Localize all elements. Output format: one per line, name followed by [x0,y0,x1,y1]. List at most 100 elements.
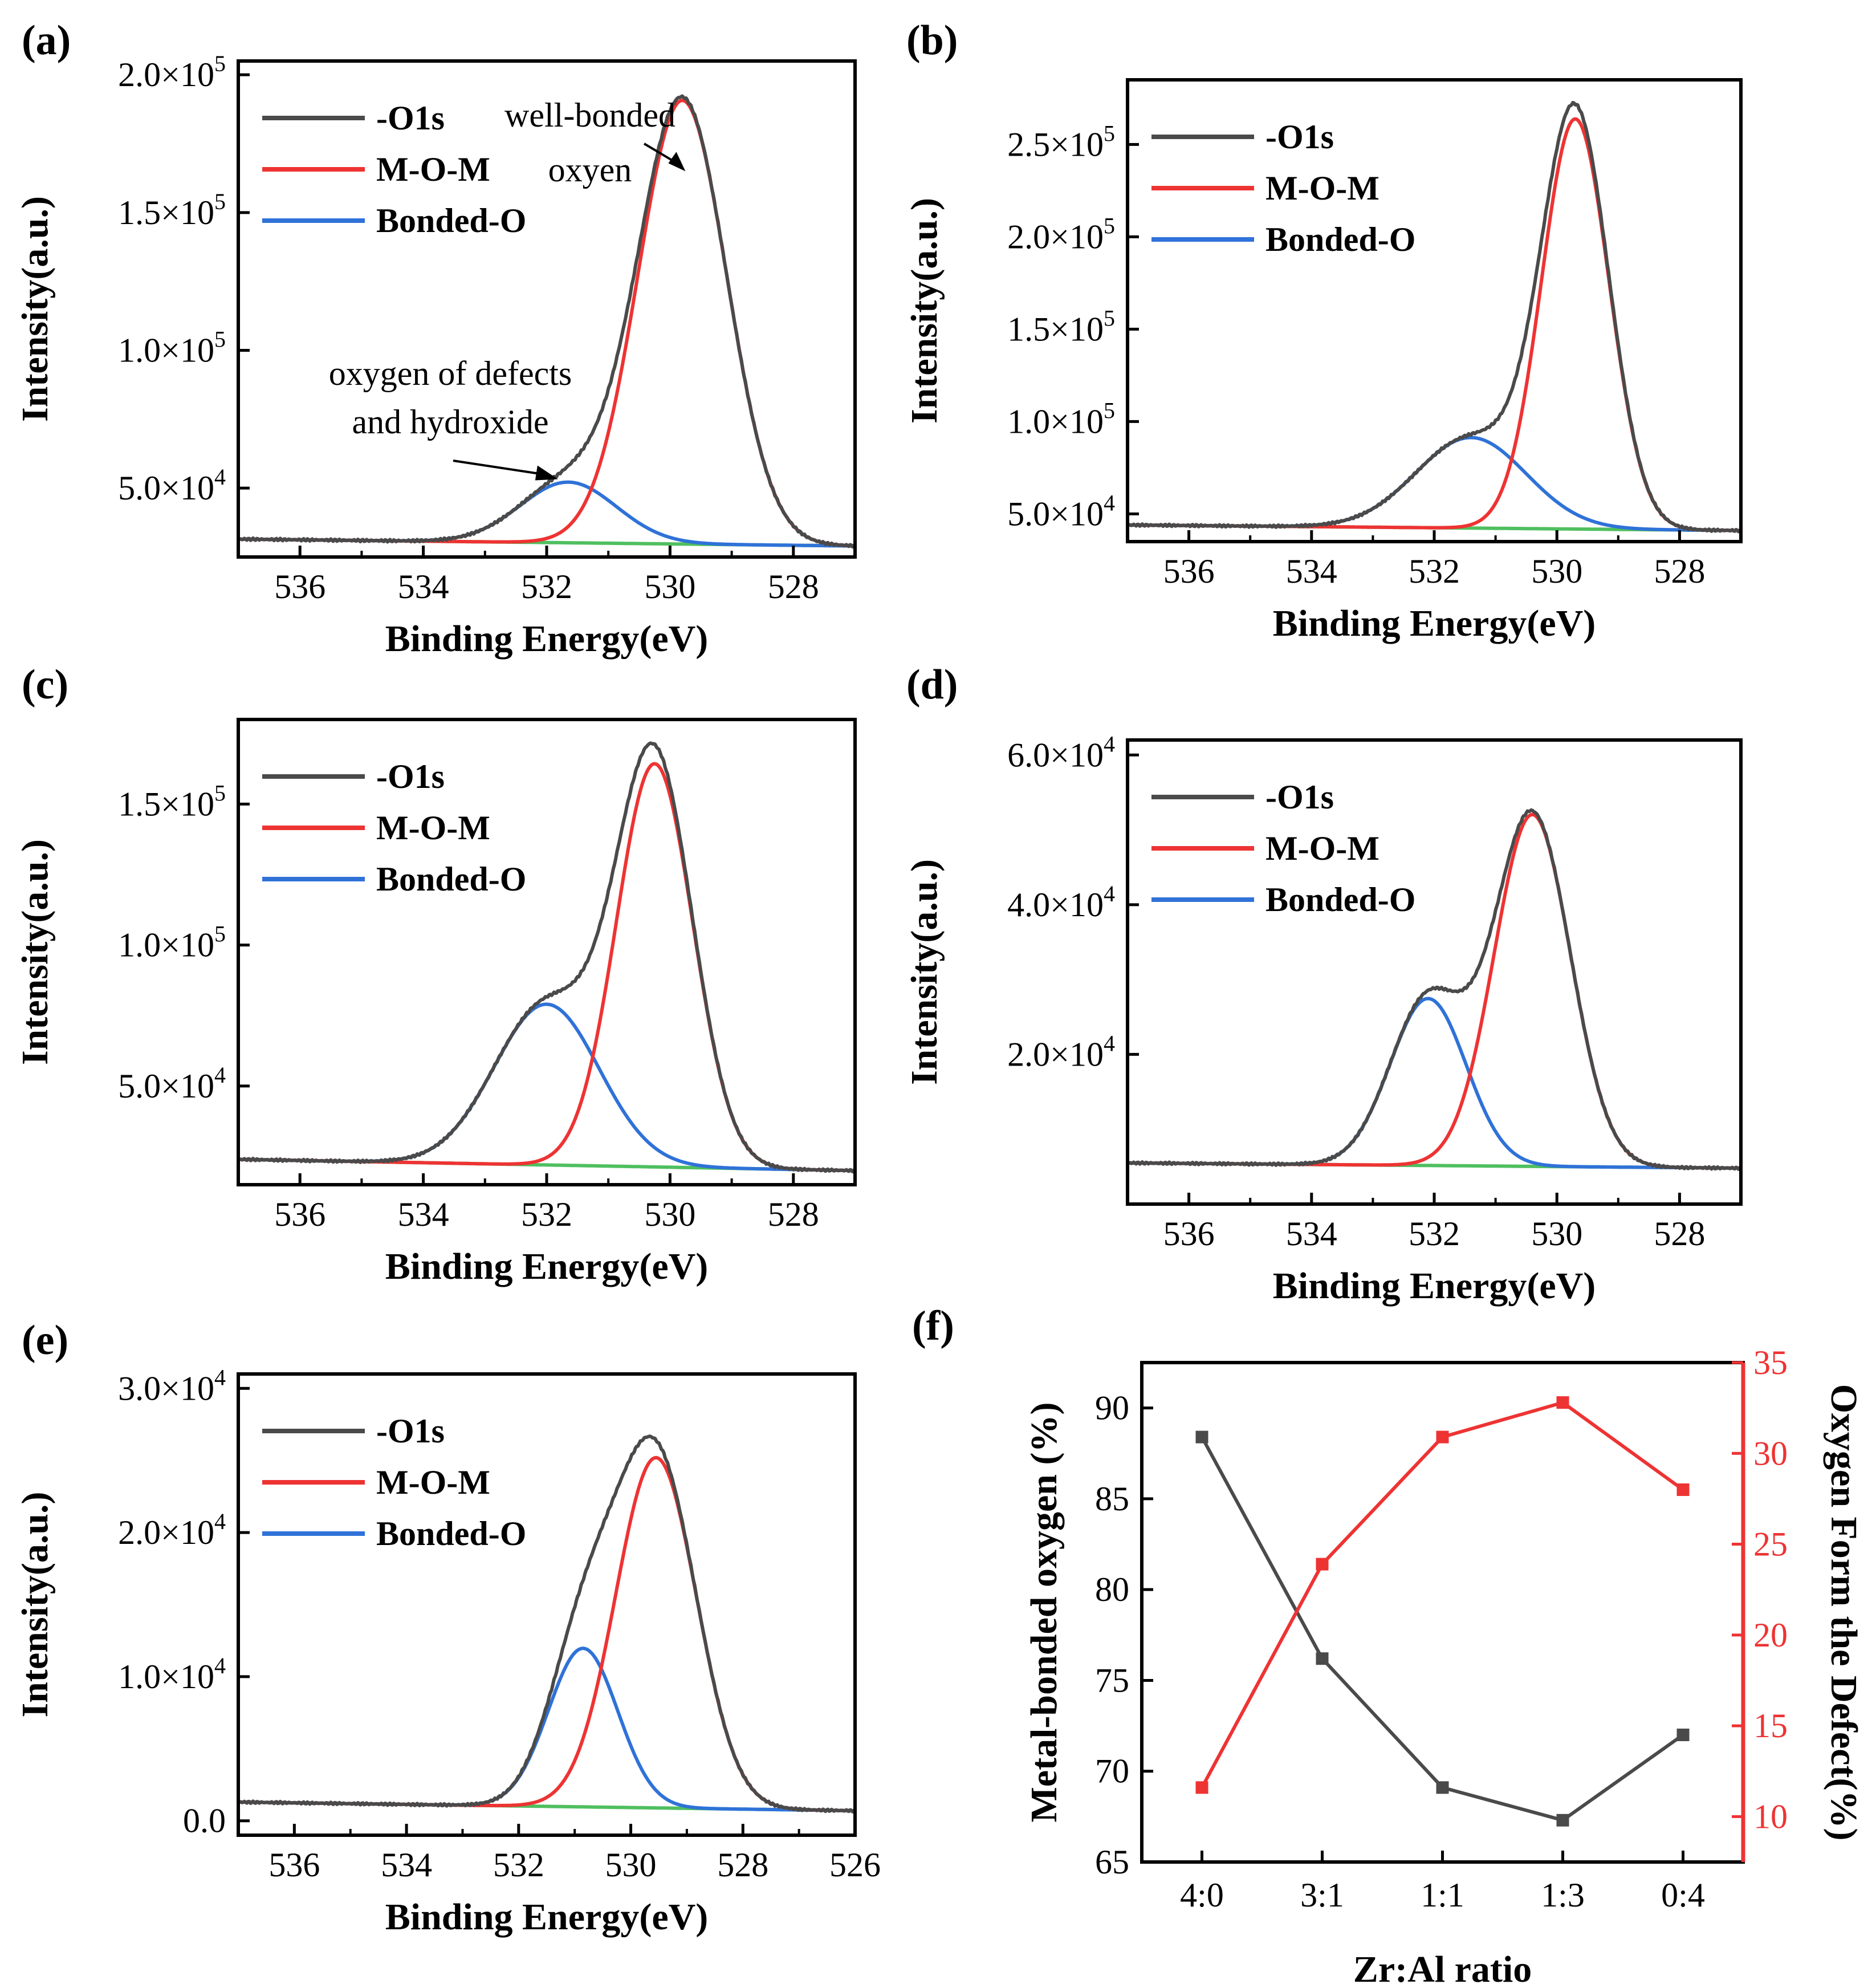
y-tick-mantissa: 6.0 [1007,736,1050,774]
y-tick-label: 5.0×104 [118,464,226,507]
y-tick-exponent: 4 [1104,1030,1115,1056]
y-tick-mantissa: 5.0 [1007,495,1050,532]
y-tick-times: ×10 [161,926,214,964]
y-tick-label: 2.0×104 [118,1509,226,1551]
x-tick-label: 532 [521,1196,572,1233]
defect-oxygen-point [1316,1558,1329,1571]
panel-label: (c) [22,661,68,708]
plot-frame [237,718,857,1186]
metal-bonded-point [1436,1781,1449,1794]
y-tick-exponent: 4 [1104,881,1115,906]
panel-e: (e)536 534 532 530 528 5260.01.0×1042.0×1043.… [14,1317,881,1938]
y-tick-label: 85 [1095,1480,1129,1518]
y-tick-mantissa: 3.0 [118,1369,161,1407]
y-tick-exponent: 5 [1104,397,1115,423]
y-tick-exponent: 5 [1104,305,1115,331]
y-tick-times: ×10 [161,469,214,507]
x-axis-label: Binding Energy(eV) [385,1896,709,1938]
legend-m-o-m-label: M-O-M [376,1463,490,1501]
x-tick-label: 528 [717,1846,768,1884]
y-tick-exponent: 4 [214,1062,226,1088]
bonded-o-curve [237,480,857,548]
y-tick-times: ×10 [1050,310,1104,348]
y-tick-exponent: 5 [214,921,226,947]
defect-oxygen-point [1676,1483,1690,1496]
bonded-o-curve [237,1002,857,1173]
panel-label: (d) [906,661,958,708]
x-axis-label: Zr:Al ratio [1353,1949,1532,1988]
x-tick-label: 1:1 [1421,1876,1464,1914]
y-tick-exponent: 5 [1104,213,1115,238]
y-tick-exponent: 5 [214,780,226,806]
legend-m-o-m-label: M-O-M [376,809,490,847]
y-tick-mantissa: 2.0 [118,56,161,93]
annotation-hydroxide: and hydroxide [352,403,549,441]
y-tick-times: ×10 [161,56,214,93]
x-tick-label: 530 [644,568,695,605]
annotation-arrowhead [535,465,558,481]
y-tick-times: ×10 [161,332,214,369]
panel-c: (c)536 534 532 530 5285.0×1041.0×1051.5×105B… [14,661,857,1287]
panel-label: (a) [22,17,71,64]
y-tick-times: ×10 [1050,1035,1104,1073]
legend-m-o-m-label: M-O-M [376,151,490,188]
y-tick-exponent: 4 [214,1653,226,1678]
y-tick-mantissa: 1.0 [1007,403,1050,440]
y-tick-label: 1.0×105 [1007,397,1115,440]
y-axis-label: Intensity(a.u.) [14,1491,56,1717]
plot-frame [1126,738,1743,1206]
x-tick-label: 534 [1286,1215,1337,1253]
y-tick-label: 70 [1095,1753,1129,1790]
y-tick-times: ×10 [161,1369,214,1407]
annotation-arrowhead [668,152,686,172]
y-tick-exponent: 4 [1104,731,1115,757]
panel-f: (f) 4:0 3:1 1:1 1:3 0:4 65 70 75 80 85 90 10 15 20 25 30… [912,1303,1865,1988]
x-tick-label: 530 [644,1196,695,1233]
annotation-oxyen: oxyen [548,151,632,189]
x-tick-label: 530 [605,1846,657,1884]
y-tick-label: 65 [1095,1843,1129,1881]
y-tick-times: ×10 [161,1658,214,1696]
y-tick-times: ×10 [1050,736,1104,774]
x-tick-label: 528 [768,1196,819,1233]
x-tick-label: 534 [398,1196,449,1233]
x-tick-label: 532 [493,1846,544,1884]
y-tick-mantissa: 1.5 [118,194,161,231]
legend-o1s-label: -O1s [376,1412,445,1450]
o1s-curve [237,741,857,1174]
y-tick-times: ×10 [1050,495,1104,532]
panel-b: (b)536 534 532 530 5285.0×1041.0×1051.5×1052… [904,17,1743,644]
plot-frame [1126,78,1743,543]
y-tick-label: 1.0×105 [118,327,226,369]
right-y-tick-label: 25 [1753,1526,1788,1563]
right-y-tick-label: 20 [1753,1616,1788,1654]
x-tick-label: 536 [274,568,325,605]
y-tick-times: ×10 [161,785,214,823]
defect-oxygen-point [1436,1430,1449,1444]
o1s-curve [1126,808,1743,1171]
y-tick-mantissa: 2.5 [1007,125,1050,163]
y-tick-mantissa: 2.0 [1007,1035,1050,1073]
y-tick-label: 5.0×104 [1007,490,1115,532]
panel-a: (a)536 534 532 530 5285.0×1041.0×1051.5×1052… [14,17,857,660]
m-o-m-curve [1126,812,1743,1170]
y-tick-exponent: 4 [214,1509,226,1534]
metal-bonded-point [1195,1430,1208,1444]
x-tick-label: 534 [1286,552,1337,590]
y-tick-mantissa: 1.5 [1007,310,1050,348]
y-tick-label: 1.5×105 [118,189,226,231]
y-tick-label: 1.5×105 [1007,305,1115,348]
y-tick-label: 6.0×104 [1007,731,1115,774]
y-tick-times: ×10 [1050,218,1104,255]
panel-d: (d)536 534 532 530 5282.0×1044.0×1046.0×104B… [904,661,1743,1307]
legend-bonded-o-label: Bonded-O [376,1515,526,1552]
legend-bonded-o-label: Bonded-O [1265,881,1415,918]
y-tick-mantissa: 2.0 [1007,218,1050,255]
x-tick-label: 532 [1409,1215,1460,1253]
plot-frame [237,1372,857,1837]
y-tick-label: 90 [1095,1389,1129,1427]
y-tick-label: 2.0×105 [1007,213,1115,255]
legend-m-o-m-label: M-O-M [1265,169,1379,207]
right-y-tick-label: 15 [1753,1707,1788,1745]
